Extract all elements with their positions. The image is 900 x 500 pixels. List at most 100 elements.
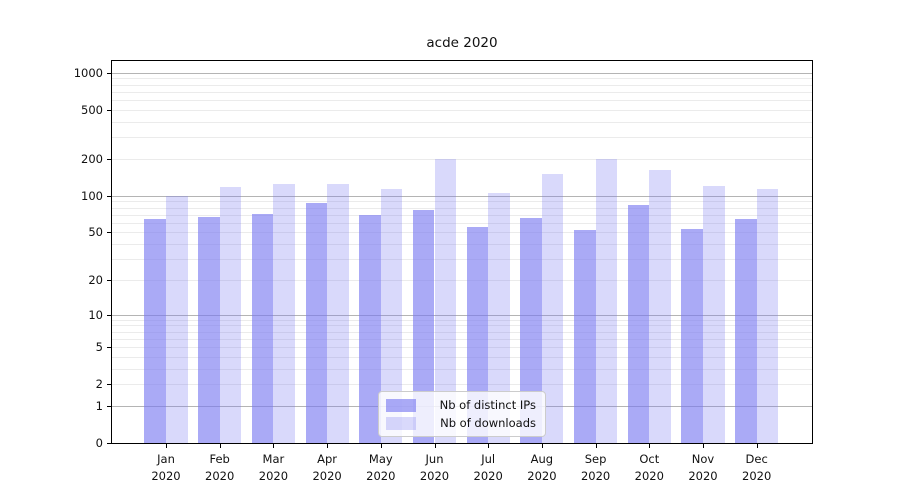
x-tick-mark	[380, 444, 382, 448]
minor-gridline	[112, 222, 812, 224]
y-tick-label: 10	[88, 307, 103, 322]
minor-gridline	[112, 259, 812, 260]
x-tick-mark	[756, 444, 758, 448]
x-tick-mark	[649, 444, 651, 448]
x-tick-label: Mar 2020	[258, 452, 289, 483]
bar-downloads-apr	[327, 183, 349, 443]
y-tick-mark	[107, 109, 111, 111]
bar-distinct-ips-sep	[574, 230, 596, 443]
x-tick-label: Feb 2020	[205, 452, 235, 483]
minor-gridline	[112, 232, 812, 234]
y-tick-label: 20	[88, 272, 103, 287]
minor-gridline	[112, 84, 812, 86]
y-tick-label: 100	[81, 188, 103, 203]
bar-downloads-nov	[703, 186, 725, 443]
x-tick-mark	[273, 444, 275, 448]
major-gridline	[112, 314, 812, 316]
minor-gridline	[112, 137, 812, 139]
minor-gridline	[112, 338, 812, 340]
y-tick-mark	[107, 72, 111, 74]
legend-label-downloads: Nb of downloads	[440, 416, 536, 430]
x-tick-mark	[595, 444, 597, 448]
bar-distinct-ips-aug	[520, 217, 542, 443]
y-tick-label: 500	[81, 102, 103, 117]
x-tick-mark	[327, 444, 329, 448]
minor-gridline	[112, 201, 812, 203]
bar-distinct-ips-feb	[198, 216, 220, 443]
bar-distinct-ips-jul	[466, 227, 489, 443]
bar-downloads-sep	[595, 159, 618, 443]
minor-gridline	[112, 368, 812, 370]
bar-downloads-mar	[273, 184, 295, 443]
bar-distinct-ips-may	[359, 214, 381, 443]
x-tick-label: Aug 2020	[527, 452, 557, 483]
major-gridline	[112, 72, 812, 74]
legend-swatch-distinct-ips	[386, 398, 416, 412]
x-tick-mark	[703, 444, 704, 448]
bar-downloads-jun	[434, 159, 457, 443]
y-tick-label: 1	[95, 398, 103, 413]
y-tick-mark	[107, 195, 111, 197]
x-tick-mark	[488, 444, 490, 448]
x-tick-label: Jul 2020	[473, 452, 503, 483]
x-tick-label: Jun 2020	[419, 452, 450, 483]
x-tick-label: May 2020	[366, 452, 396, 483]
minor-gridline	[112, 279, 812, 281]
bar-downloads-feb	[219, 187, 242, 443]
y-tick-label: 50	[88, 225, 103, 240]
y-tick-mark	[107, 232, 111, 234]
plot-area	[111, 60, 813, 444]
y-tick-mark	[107, 314, 111, 316]
minor-gridline	[112, 356, 812, 358]
bar-downloads-oct	[649, 169, 671, 443]
bar-downloads-jan	[166, 195, 188, 443]
bar-downloads-jul	[488, 192, 510, 443]
y-tick-label: 5	[95, 340, 103, 354]
x-tick-label: Sep 2020	[580, 452, 611, 483]
bar-downloads-dec	[756, 188, 779, 443]
minor-gridline	[112, 331, 812, 333]
bar-distinct-ips-oct	[627, 204, 650, 443]
minor-gridline	[112, 384, 812, 386]
x-tick-mark	[541, 444, 543, 448]
bar-distinct-ips-jan	[144, 218, 166, 443]
y-tick-label: 1000	[73, 65, 103, 80]
minor-gridline	[112, 100, 812, 102]
y-tick-mark	[107, 279, 111, 281]
x-tick-label: Oct 2020	[634, 452, 664, 483]
legend-label-distinct-ips: Nb of distinct IPs	[439, 398, 536, 412]
x-tick-label: Dec 2020	[742, 452, 772, 483]
bar-downloads-aug	[541, 174, 564, 443]
x-tick-mark	[219, 444, 221, 448]
legend: Nb of distinct IPs Nb of downloads	[378, 391, 546, 437]
bar-distinct-ips-nov	[681, 229, 703, 443]
legend-swatch-downloads	[386, 416, 416, 430]
minor-gridline	[112, 158, 812, 160]
x-tick-mark	[434, 444, 436, 448]
x-tick-label: Jan 2020	[151, 452, 181, 483]
bar-distinct-ips-apr	[305, 203, 328, 443]
legend-item-downloads: Nb of downloads	[386, 416, 536, 430]
y-tick-mark	[107, 347, 111, 348]
minor-gridline	[112, 91, 812, 93]
y-tick-mark	[107, 158, 111, 160]
bar-distinct-ips-jun	[412, 210, 435, 443]
minor-gridline	[112, 319, 812, 321]
minor-gridline	[112, 109, 812, 111]
minor-gridline	[112, 78, 812, 80]
y-tick-label: 200	[81, 151, 103, 166]
minor-gridline	[112, 207, 812, 209]
y-tick-label: 0	[95, 436, 103, 450]
y-tick-label: 2	[95, 377, 103, 392]
y-tick-mark	[107, 443, 111, 444]
x-tick-label: Nov 2020	[688, 452, 718, 483]
y-tick-mark	[107, 384, 111, 386]
chart-title: acde 2020	[426, 35, 498, 51]
bar-distinct-ips-dec	[735, 218, 757, 443]
bar-downloads-may	[380, 189, 403, 443]
x-tick-mark	[166, 444, 167, 448]
minor-gridline	[112, 325, 812, 327]
bar-distinct-ips-mar	[251, 213, 274, 443]
minor-gridline	[112, 244, 812, 245]
